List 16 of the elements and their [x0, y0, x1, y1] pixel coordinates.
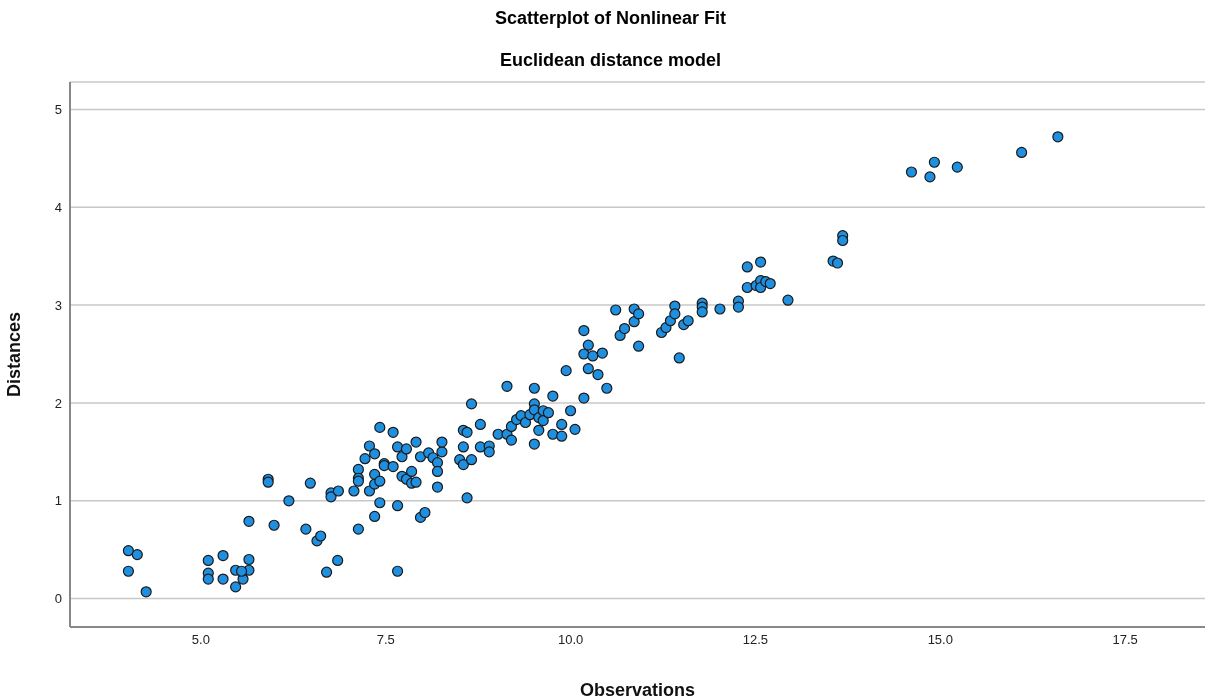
y-tick-label: 4: [54, 199, 62, 215]
chart-subtitle: Euclidean distance model: [498, 50, 723, 71]
x-tick-label: 7.5: [376, 632, 395, 648]
x-axis-title: Observations: [579, 680, 696, 700]
x-tick-label: 10.0: [557, 632, 584, 648]
y-tick-label: 2: [54, 395, 62, 411]
x-tick-label: 5.0: [191, 632, 210, 648]
x-tick-label: 15.0: [927, 632, 953, 648]
y-tick-label: 0: [54, 591, 62, 607]
x-tick-label: 12.5: [742, 632, 769, 648]
x-tick-label: 17.5: [1112, 632, 1138, 648]
chart-title: Scatterplot of Nonlinear Fit: [494, 8, 727, 29]
y-tick-label: 1: [54, 493, 62, 509]
y-tick-label: 5: [54, 102, 62, 118]
y-axis-title: Distances: [4, 311, 25, 398]
y-tick-label: 3: [54, 297, 62, 313]
